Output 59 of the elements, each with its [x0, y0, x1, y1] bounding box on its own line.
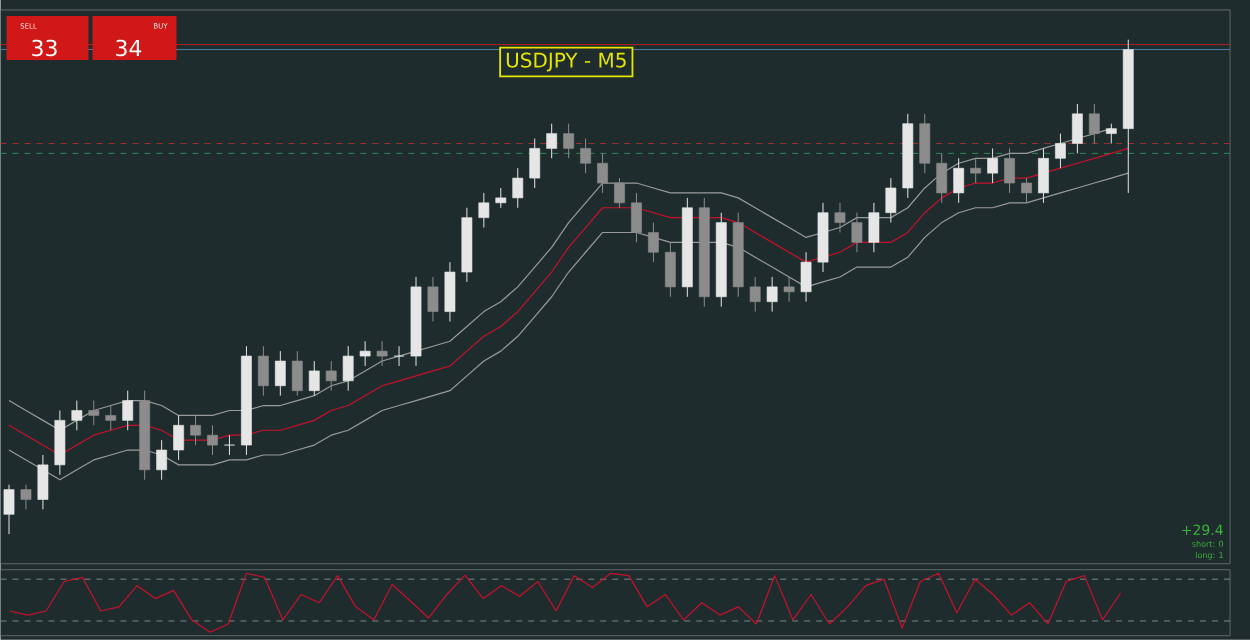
- candlestick: [749, 276, 761, 313]
- candlestick: [665, 241, 676, 298]
- candlestick: [173, 415, 184, 461]
- candlestick: [512, 167, 524, 209]
- candlestick: [1038, 148, 1049, 204]
- candlestick: [156, 439, 168, 481]
- candlestick: [970, 157, 982, 184]
- candlestick: [851, 212, 863, 253]
- candlestick: [427, 276, 439, 323]
- candlestick: [1088, 103, 1100, 145]
- candlestick: [868, 202, 880, 253]
- candlestick: [190, 415, 201, 446]
- candlestick: [3, 484, 15, 535]
- candlestick: [580, 138, 591, 174]
- candlestick: [105, 405, 117, 431]
- candlestick: [919, 113, 931, 174]
- candlestick: [359, 340, 371, 367]
- candlestick: [631, 192, 642, 243]
- candlestick: [342, 345, 354, 392]
- candlestick: [987, 148, 998, 184]
- candlestick: [529, 138, 541, 189]
- candlestick: [783, 276, 795, 303]
- candlestick: [834, 202, 846, 234]
- annotation: 33: [32, 39, 57, 57]
- candlestick: [478, 192, 490, 229]
- candlestick: [37, 454, 49, 510]
- candlestick: [1055, 133, 1066, 169]
- candlestick: [1072, 103, 1083, 154]
- text: USDJPY - M5: [506, 52, 626, 72]
- candlestick: [936, 152, 948, 204]
- candlestick: [376, 340, 388, 367]
- candlestick: [495, 187, 507, 209]
- candlestick: [1004, 148, 1015, 194]
- candlestick: [20, 484, 32, 510]
- candlestick: [393, 345, 405, 367]
- candlestick: [71, 400, 83, 431]
- candlestick: [274, 350, 286, 397]
- candlestick: [614, 177, 625, 209]
- candlestick: [648, 222, 659, 263]
- candlestick: [88, 400, 100, 426]
- candlestick: [224, 434, 235, 456]
- annotation: 34: [116, 39, 142, 57]
- candlestick: [1021, 177, 1032, 204]
- candlestick: [54, 410, 66, 476]
- candlestick: [207, 424, 218, 456]
- candlestick: [563, 123, 575, 159]
- candlestick: [308, 360, 320, 397]
- candlestick: [597, 152, 608, 194]
- candlestick: [291, 350, 303, 397]
- candlestick: [800, 251, 812, 303]
- candlestick: [766, 276, 778, 313]
- candlestick: [885, 177, 897, 224]
- candlestick: [1105, 123, 1117, 145]
- candlestick: [257, 345, 269, 397]
- candlestick: [953, 157, 965, 204]
- candlestick: [122, 390, 134, 431]
- candlestick: [325, 360, 337, 392]
- candlestick: [546, 123, 558, 159]
- candlestick: [444, 261, 456, 323]
